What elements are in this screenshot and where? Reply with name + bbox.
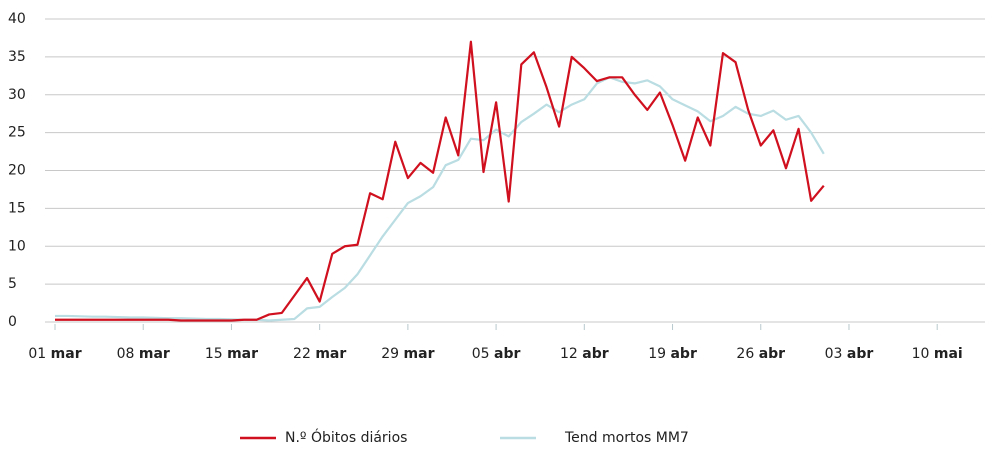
y-tick-label: 10 bbox=[8, 238, 26, 254]
series-line bbox=[55, 76, 825, 322]
legend-label: Tend mortos MM7 bbox=[564, 430, 689, 446]
y-tick-label: 35 bbox=[8, 49, 26, 65]
x-tick-label: 12 abr bbox=[560, 346, 609, 362]
y-tick-label: 25 bbox=[8, 125, 26, 141]
legend-label: N.º Óbitos diários bbox=[285, 428, 407, 446]
series-line bbox=[55, 40, 825, 322]
y-tick-label: 0 bbox=[8, 314, 17, 330]
x-tick-label: 08 mar bbox=[117, 346, 170, 362]
y-tick-label: 30 bbox=[8, 87, 26, 103]
y-tick-label: 5 bbox=[8, 276, 17, 292]
x-tick-label: 15 mar bbox=[205, 346, 258, 362]
x-tick-label: 19 abr bbox=[648, 346, 697, 362]
x-tick-label: 05 abr bbox=[472, 346, 521, 362]
x-tick-label: 10 mai bbox=[912, 346, 963, 362]
x-tick-label: 01 mar bbox=[28, 346, 81, 362]
x-tick-label: 29 mar bbox=[381, 346, 434, 362]
x-tick-label: 03 abr bbox=[825, 346, 874, 362]
y-tick-label: 20 bbox=[8, 163, 26, 179]
y-tick-label: 15 bbox=[8, 200, 26, 216]
x-tick-label: 22 mar bbox=[293, 346, 346, 362]
y-tick-label: 40 bbox=[8, 11, 26, 27]
x-tick-label: 26 abr bbox=[736, 346, 785, 362]
